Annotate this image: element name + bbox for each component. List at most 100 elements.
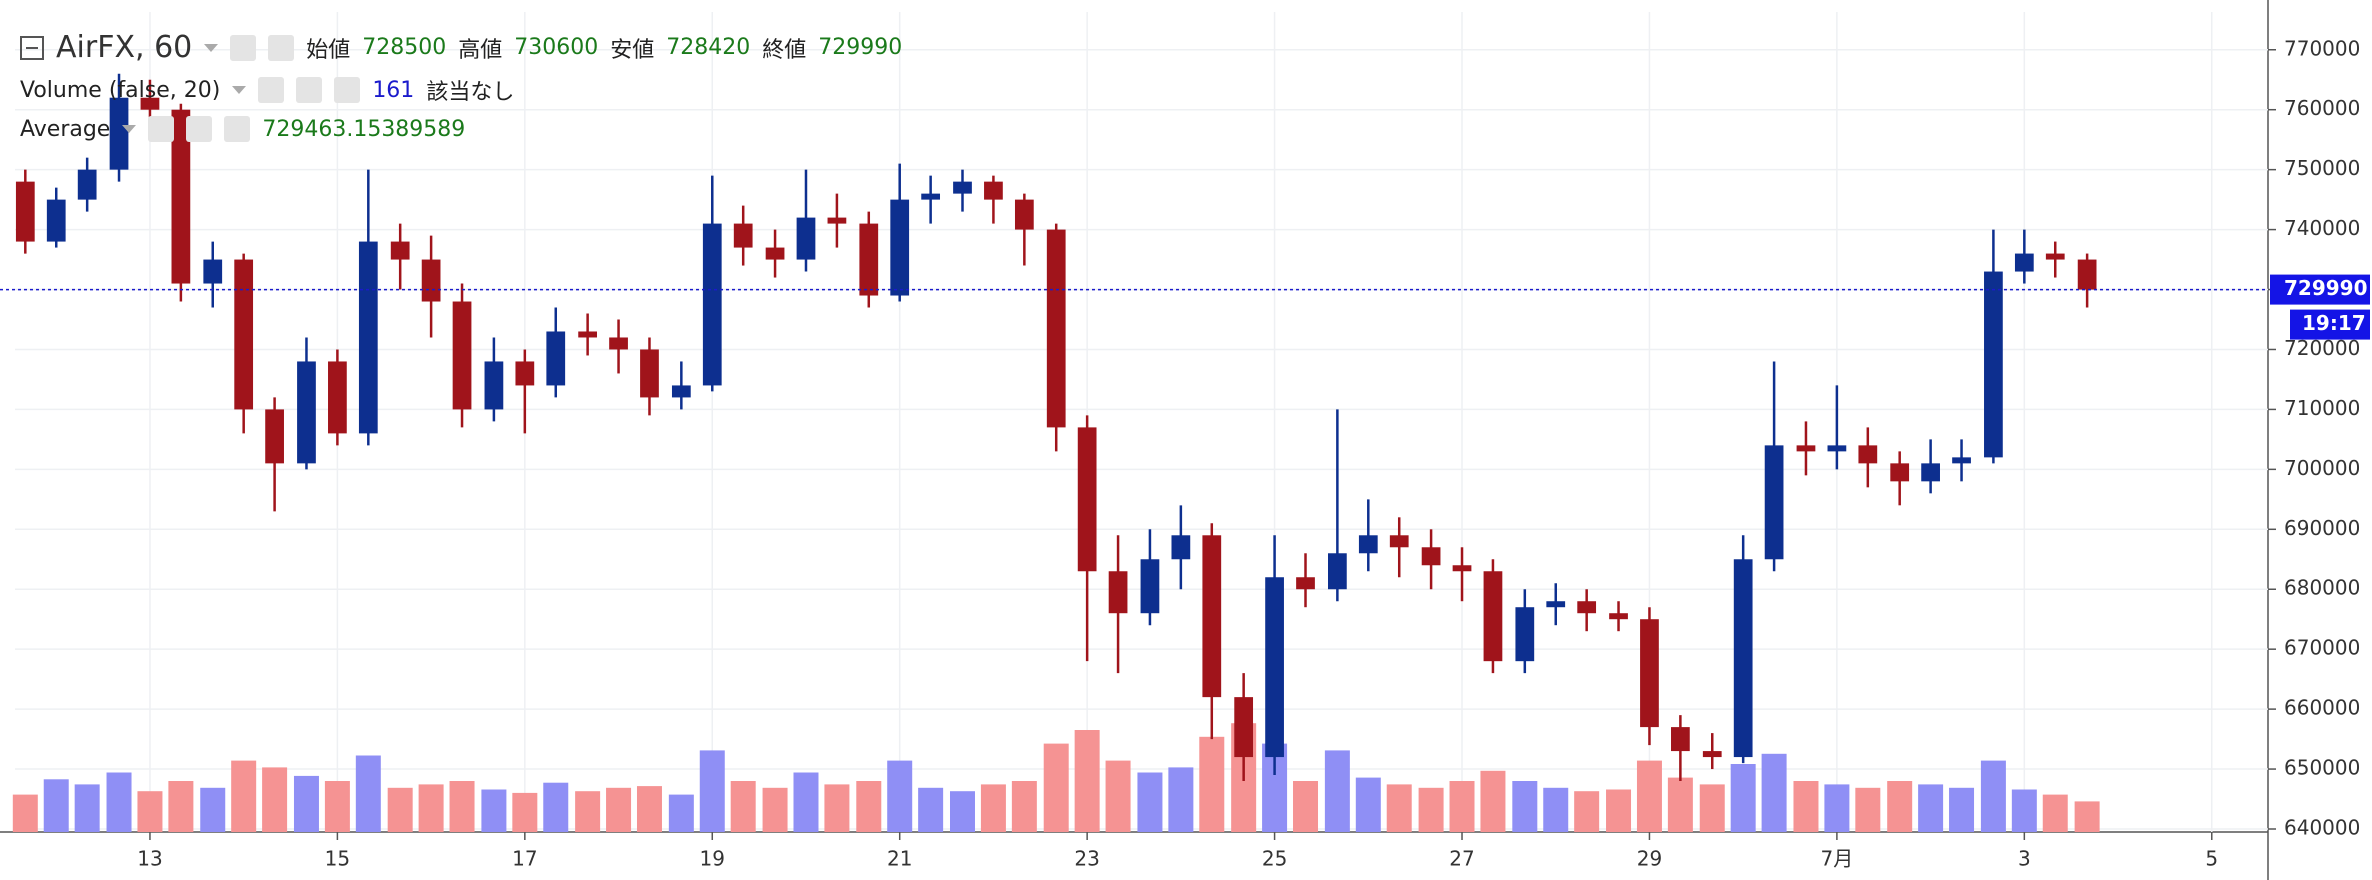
open-value: 728500 (362, 35, 447, 60)
eye-icon[interactable] (148, 116, 175, 142)
candle-body (203, 259, 223, 284)
volume-bar (355, 755, 381, 832)
countdown-label: 19:17 (2302, 311, 2366, 335)
volume-bar (387, 787, 413, 832)
candle-body (171, 109, 191, 284)
y-tick-label: 640000 (2284, 816, 2360, 840)
candle-body (1483, 571, 1503, 662)
volume-bar (1293, 781, 1319, 832)
volume-bar (1043, 743, 1069, 832)
candle-body (15, 181, 35, 242)
candle-body (77, 169, 97, 200)
gear-icon[interactable] (296, 77, 323, 103)
average-value: 729463.15389589 (262, 116, 466, 142)
volume-bar (1449, 781, 1475, 832)
volume-bar (699, 750, 725, 832)
volume-value: 161 (372, 77, 415, 103)
volume-bar (575, 791, 601, 832)
gear-icon[interactable] (186, 116, 213, 142)
eye-icon[interactable] (258, 77, 285, 103)
volume-bar (980, 784, 1006, 832)
candle-body (765, 247, 785, 260)
x-tick-label: 7月 (1821, 847, 1854, 871)
volume-bar (137, 791, 163, 832)
candle-body (1796, 445, 1816, 452)
volume-bar (418, 784, 444, 832)
candle-body (1140, 559, 1160, 614)
candle-body (1733, 559, 1753, 758)
countdown-tag (2290, 309, 2370, 340)
candle-body (1077, 427, 1097, 572)
candle-body (1389, 535, 1409, 548)
close-icon[interactable] (224, 116, 251, 142)
candle-body (890, 199, 910, 296)
menu-caret[interactable] (232, 86, 247, 94)
y-tick-label: 700000 (2284, 456, 2360, 480)
candle-body (1452, 565, 1472, 572)
volume-bar (856, 781, 882, 832)
eye-icon[interactable] (230, 34, 257, 61)
volume-bar (1074, 730, 1100, 832)
volume-bar (293, 775, 319, 832)
candle-body (546, 331, 566, 386)
x-tick-label: 3 (2018, 847, 2031, 871)
volume-bar (543, 782, 569, 832)
candle-body (421, 259, 441, 302)
volume-bar (1574, 791, 1600, 832)
candle-body (733, 223, 753, 248)
candle-body (328, 361, 347, 434)
volume-bar (74, 784, 100, 832)
volume-bar (1199, 736, 1225, 832)
candle-body (515, 361, 535, 386)
candle-body (265, 409, 284, 464)
low-label: 安値 (610, 37, 655, 63)
volume-bar (1606, 789, 1632, 832)
volume-bar (1543, 787, 1569, 832)
candle-body (1984, 271, 2003, 458)
volume-bar (1480, 770, 1506, 832)
candle-body (859, 223, 879, 296)
gear-icon[interactable] (268, 34, 295, 61)
volume-bar (1418, 787, 1444, 832)
x-tick-label: 17 (512, 847, 537, 871)
candle-body (46, 199, 66, 242)
candle-body (452, 301, 472, 410)
volume-bar (512, 792, 538, 832)
legend-main: AirFX, 60 始値 728500 高値 730600 安値 728420 終値 7… (20, 30, 902, 65)
volume-bar (668, 794, 694, 832)
collapse-button[interactable] (20, 35, 44, 60)
volume-bar (918, 787, 944, 832)
candle-body (1328, 553, 1347, 590)
volume-bar (1105, 760, 1131, 832)
y-tick-label: 710000 (2284, 396, 2360, 420)
volume-bar (168, 781, 194, 832)
candle-body (1827, 445, 1847, 452)
volume-bar (481, 789, 507, 832)
menu-caret[interactable] (122, 125, 137, 133)
volume-bar (1918, 784, 1944, 832)
y-tick-label: 680000 (2284, 576, 2360, 600)
y-tick-label: 670000 (2284, 636, 2360, 660)
candles (15, 73, 2097, 782)
close-icon[interactable] (334, 77, 361, 103)
y-tick-label: 760000 (2284, 96, 2360, 120)
candle-body (1702, 751, 1722, 758)
open-label: 始値 (306, 37, 351, 63)
x-tick-label: 27 (1449, 847, 1474, 871)
volume-bar (1355, 777, 1381, 832)
menu-caret[interactable] (204, 43, 219, 52)
volume-bar (793, 772, 819, 832)
volume-bar (200, 787, 226, 832)
candle-body (1108, 571, 1128, 614)
volume-bar (324, 781, 350, 832)
candle-body (2045, 253, 2065, 260)
high-label: 高値 (458, 37, 503, 63)
candle-body (1014, 199, 1034, 230)
candle-body (640, 349, 659, 398)
volume-bar (1699, 784, 1725, 832)
volume-bar (12, 794, 38, 832)
volume-bar (1667, 777, 1693, 832)
low-value: 728420 (666, 35, 751, 60)
volume-bar (730, 781, 756, 832)
